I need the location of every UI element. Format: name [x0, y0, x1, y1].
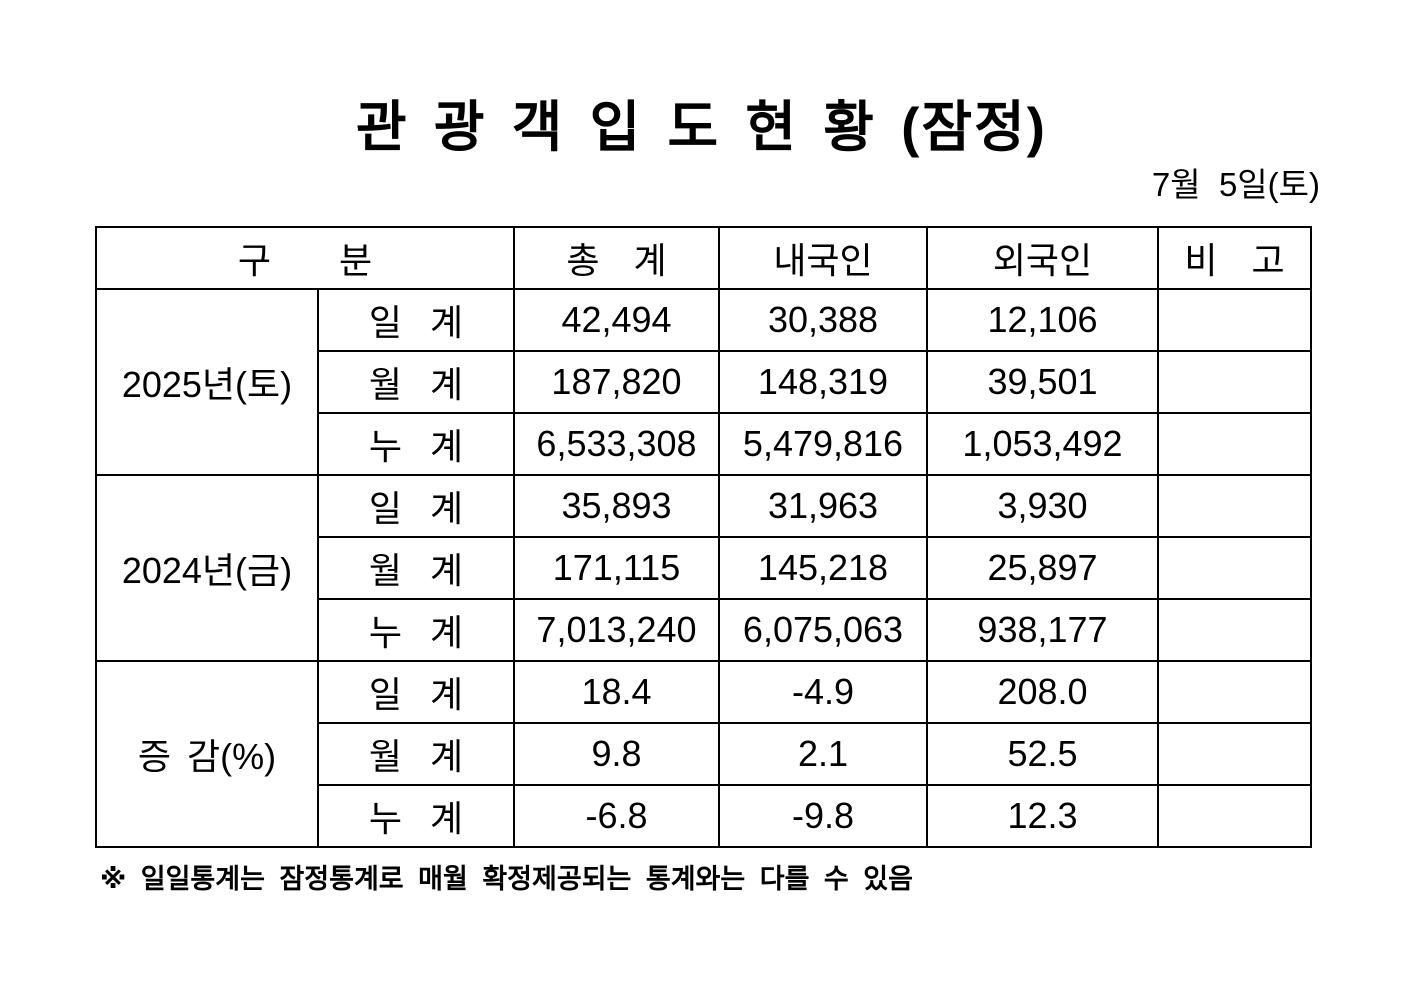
domestic-cell: 2.1 — [718, 721, 928, 786]
group-label-2025: 2025년(토) — [95, 287, 319, 476]
total-cell: 9.8 — [513, 721, 720, 786]
row-label-daily: 일 계 — [317, 287, 515, 352]
table-container: 구 분 총 계 내국인 외국인 비 고 2025년(토) 일 계 42,494 … — [95, 225, 1312, 848]
table-row: 누 계 -6.8 -9.8 12.3 — [96, 783, 1312, 848]
foreign-cell: 12,106 — [926, 287, 1159, 352]
row-label-daily: 일 계 — [317, 473, 515, 538]
table-row: 2025년(토) 일 계 42,494 30,388 12,106 — [95, 287, 1312, 476]
row-label-monthly: 월 계 — [317, 535, 515, 600]
table-row: 월 계 9.8 2.1 52.5 — [96, 721, 1312, 786]
col-header-domestic: 내국인 — [718, 225, 928, 290]
foreign-cell: 208.0 — [926, 659, 1159, 724]
row-label-monthly: 월 계 — [317, 349, 515, 414]
header-row: 구 분 총 계 내국인 외국인 비 고 — [95, 225, 1312, 290]
total-cell: 42,494 — [513, 287, 720, 352]
domestic-cell: 6,075,063 — [718, 597, 928, 662]
table-row: 2024년(금) 일 계 35,893 31,963 3,930 — [95, 473, 1312, 662]
remarks-cell — [1157, 597, 1312, 662]
domestic-cell: 5,479,816 — [718, 411, 928, 476]
footnote: ※ 일일통계는 잠정통계로 매월 확정제공되는 통계와는 다를 수 있음 — [100, 863, 913, 894]
remarks-cell — [1157, 349, 1312, 414]
foreign-cell: 938,177 — [926, 597, 1159, 662]
row-label-cumulative: 누 계 — [317, 783, 515, 848]
remarks-cell — [1157, 783, 1312, 848]
foreign-cell: 12.3 — [926, 783, 1159, 848]
col-header-foreign: 외국인 — [926, 225, 1159, 290]
total-cell: 187,820 — [513, 349, 720, 414]
foreign-cell: 1,053,492 — [926, 411, 1159, 476]
table-row: 증 감(%) 일 계 18.4 -4.9 208.0 — [95, 659, 1312, 848]
col-header-category: 구 분 — [95, 225, 515, 290]
foreign-cell: 25,897 — [926, 535, 1159, 600]
domestic-cell: 30,388 — [718, 287, 928, 352]
foreign-cell: 39,501 — [926, 349, 1159, 414]
total-cell: -6.8 — [513, 783, 720, 848]
row-label-monthly: 월 계 — [317, 721, 515, 786]
domestic-cell: -4.9 — [718, 659, 928, 724]
col-header-remarks: 비 고 — [1157, 225, 1312, 290]
remarks-cell — [1157, 287, 1312, 352]
col-header-total: 총 계 — [513, 225, 720, 290]
group-label-change: 증 감(%) — [95, 659, 319, 848]
arrival-stats-table: 구 분 총 계 내국인 외국인 비 고 2025년(토) 일 계 42,494 … — [95, 225, 1312, 848]
table-row: 누 계 6,533,308 5,479,816 1,053,492 — [96, 411, 1312, 476]
domestic-cell: 31,963 — [718, 473, 928, 538]
foreign-cell: 52.5 — [926, 721, 1159, 786]
total-cell: 6,533,308 — [513, 411, 720, 476]
page-title: 관 광 객 입 도 현 황 (잠정) — [356, 96, 1047, 158]
remarks-cell — [1157, 535, 1312, 600]
table-row: 월 계 187,820 148,319 39,501 — [96, 349, 1312, 414]
remarks-cell — [1157, 659, 1312, 724]
total-cell: 7,013,240 — [513, 597, 720, 662]
remarks-cell — [1157, 411, 1312, 476]
domestic-cell: 145,218 — [718, 535, 928, 600]
total-cell: 171,115 — [513, 535, 720, 600]
foreign-cell: 3,930 — [926, 473, 1159, 538]
remarks-cell — [1157, 473, 1312, 538]
report-date: 7월 5일(토) — [1151, 166, 1320, 204]
row-label-cumulative: 누 계 — [317, 411, 515, 476]
table-row: 월 계 171,115 145,218 25,897 — [96, 535, 1312, 600]
row-label-cumulative: 누 계 — [317, 597, 515, 662]
table-row: 누 계 7,013,240 6,075,063 938,177 — [96, 597, 1312, 662]
total-cell: 18.4 — [513, 659, 720, 724]
total-cell: 35,893 — [513, 473, 720, 538]
remarks-cell — [1157, 721, 1312, 786]
domestic-cell: -9.8 — [718, 783, 928, 848]
row-label-daily: 일 계 — [317, 659, 515, 724]
domestic-cell: 148,319 — [718, 349, 928, 414]
group-label-2024: 2024년(금) — [95, 473, 319, 662]
